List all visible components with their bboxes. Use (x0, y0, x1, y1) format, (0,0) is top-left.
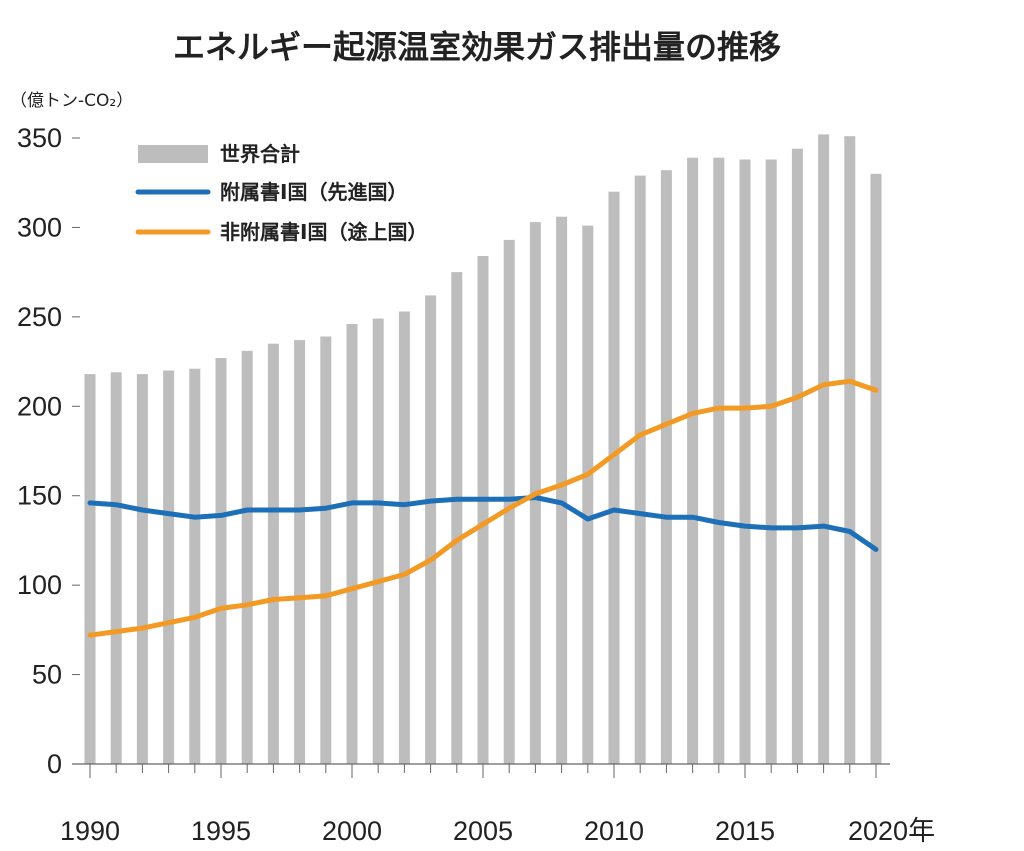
y-tick-label-0: 0 (47, 749, 62, 779)
bar-2000 (346, 324, 358, 764)
bar-2010 (608, 191, 620, 764)
y-tick-label-100: 100 (17, 570, 62, 600)
bar-series (84, 134, 882, 765)
bar-1997 (267, 343, 279, 764)
x-tick-label-1995: 1995 (191, 816, 251, 846)
bar-1992 (136, 374, 148, 764)
y-tick-label-200: 200 (17, 391, 62, 421)
x-tick-label-2015: 2015 (715, 816, 775, 846)
bar-1998 (294, 340, 306, 764)
x-tick-label-2020: 2020年 (848, 816, 935, 846)
y-unit-label: （億トン-CO₂） (10, 91, 133, 111)
y-tick-label-150: 150 (17, 481, 62, 511)
bar-2003 (425, 295, 437, 764)
bar-1994 (189, 368, 201, 764)
y-tick-label-250: 250 (17, 302, 62, 332)
bar-2002 (398, 311, 410, 764)
x-tick-label-1990: 1990 (60, 816, 120, 846)
bar-2005 (477, 256, 489, 764)
bar-2011 (634, 175, 646, 765)
bar-2016 (765, 159, 777, 764)
y-tick-label-300: 300 (17, 212, 62, 242)
bar-2001 (372, 318, 384, 764)
bar-2019 (844, 136, 856, 764)
bar-2020 (870, 173, 882, 765)
bar-1996 (241, 350, 253, 764)
bar-1991 (110, 372, 122, 764)
bar-1993 (163, 370, 175, 764)
line-series (87, 378, 879, 638)
x-tick-label-2010: 2010 (584, 816, 644, 846)
bar-2017 (791, 148, 803, 764)
bar-2015 (739, 159, 751, 764)
legend-label-2: 附属書Ⅰ国（先進国） (220, 180, 407, 204)
chart-title: エネルギー起源温室効果ガス排出量の推移 (173, 28, 781, 66)
bar-1990 (84, 374, 96, 764)
bar-2004 (451, 272, 463, 764)
line-series-2 (87, 378, 879, 638)
bar-2014 (713, 157, 725, 764)
bar-1999 (320, 336, 332, 764)
y-tick-label-350: 350 (17, 123, 62, 153)
line-series-1 (87, 495, 879, 552)
legend-label-3: 非附属書Ⅰ国（途上国） (220, 220, 427, 244)
y-tick-label-50: 50 (32, 660, 62, 690)
bar-2006 (503, 239, 515, 764)
legend-swatch-1 (138, 145, 208, 163)
bar-2012 (660, 170, 672, 764)
bar-2009 (582, 225, 594, 765)
x-tick-label-2000: 2000 (322, 816, 382, 846)
bar-2008 (556, 216, 568, 764)
bar-2018 (818, 134, 830, 764)
bar-1995 (215, 358, 227, 764)
x-tick-label-2005: 2005 (453, 816, 513, 846)
axes: 1990 1995 2000 2005 2010 2015 2020年 0 50 100 150 20… (17, 123, 935, 846)
legend-label-1: 世界合計 (220, 142, 300, 166)
bar-2013 (687, 157, 699, 764)
